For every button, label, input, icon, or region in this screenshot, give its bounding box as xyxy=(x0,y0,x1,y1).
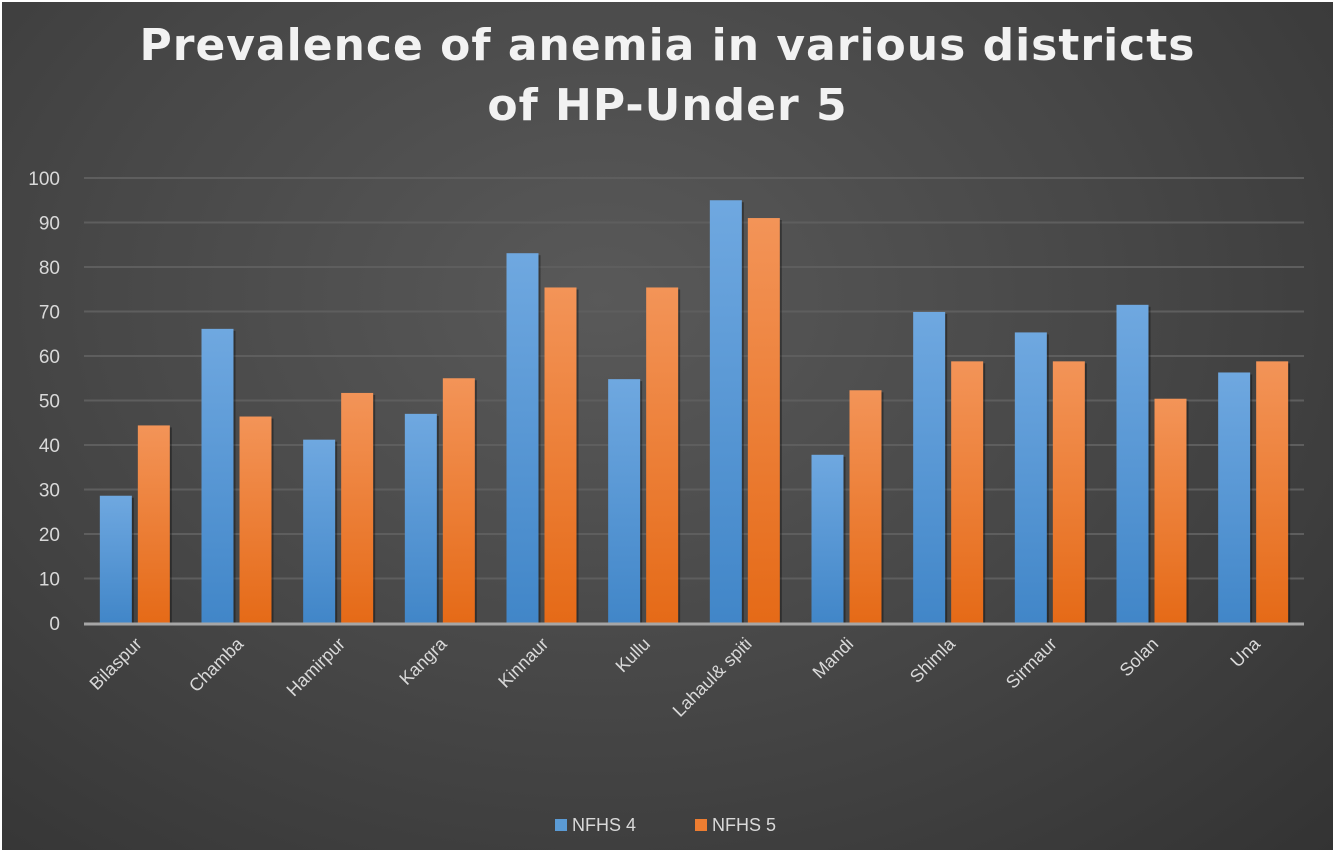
bar-nfhs-5 xyxy=(1052,361,1085,623)
bar-nfhs-4 xyxy=(506,253,539,623)
y-tick-label: 40 xyxy=(39,436,60,457)
x-tick-label: Kullu xyxy=(612,634,654,676)
y-tick-label: 50 xyxy=(39,392,60,413)
y-tick-label: 60 xyxy=(39,347,60,368)
x-tick-label: Solan xyxy=(1116,634,1163,681)
y-tick-label: 100 xyxy=(28,169,60,190)
legend-swatch xyxy=(555,819,567,831)
bar-nfhs-4 xyxy=(1014,332,1047,623)
chart-title-line-2: of HP-Under 5 xyxy=(487,80,848,131)
chart-title-line-1: Prevalence of anemia in various district… xyxy=(139,20,1196,71)
bar-nfhs-4 xyxy=(1218,372,1251,623)
bar-nfhs-4 xyxy=(1116,304,1149,623)
bar-nfhs-5 xyxy=(442,378,475,623)
bar-nfhs-4 xyxy=(303,439,336,623)
bar-nfhs-4 xyxy=(608,379,641,623)
bar-nfhs-5 xyxy=(646,287,679,623)
y-tick-label: 90 xyxy=(39,214,60,235)
y-tick-label: 70 xyxy=(39,303,60,324)
legend-label: NFHS 5 xyxy=(712,815,776,835)
x-tick-label: Sirmaur xyxy=(1002,634,1061,693)
x-tick-label: Kinnaur xyxy=(494,634,552,692)
bar-nfhs-5 xyxy=(747,218,780,624)
x-tick-label: Shimla xyxy=(906,633,960,687)
legend-swatch xyxy=(695,819,707,831)
x-tick-label: Hamirpur xyxy=(283,634,349,700)
bar-nfhs-5 xyxy=(1256,361,1289,623)
bar-nfhs-4 xyxy=(709,200,742,623)
y-tick-label: 80 xyxy=(39,258,60,279)
x-tick-label: Bilaspur xyxy=(86,634,146,694)
x-tick-label: Kangra xyxy=(395,633,451,689)
x-tick-label: Una xyxy=(1226,633,1264,671)
bar-nfhs-5 xyxy=(544,287,577,623)
bar-nfhs-5 xyxy=(849,390,882,623)
bar-nfhs-4 xyxy=(404,413,437,623)
bar-nfhs-5 xyxy=(137,425,170,623)
chart-title: Prevalence of anemia in various district… xyxy=(2,16,1333,136)
bar-nfhs-5 xyxy=(951,361,984,623)
bar-nfhs-5 xyxy=(1154,398,1187,623)
x-tick-label: Lahaul& spiti xyxy=(669,634,756,721)
x-tick-label: Chamba xyxy=(185,633,248,696)
bar-nfhs-5 xyxy=(341,392,374,623)
y-tick-label: 10 xyxy=(39,570,60,591)
x-tick-label: Mandi xyxy=(809,634,858,683)
bar-nfhs-4 xyxy=(913,311,946,623)
bar-nfhs-4 xyxy=(201,328,234,623)
bar-nfhs-4 xyxy=(811,454,844,623)
legend-label: NFHS 4 xyxy=(572,815,636,835)
bar-nfhs-5 xyxy=(239,416,272,623)
y-tick-label: 0 xyxy=(49,614,60,635)
y-tick-label: 20 xyxy=(39,525,60,546)
bar-nfhs-4 xyxy=(99,495,132,623)
y-tick-label: 30 xyxy=(39,481,60,502)
